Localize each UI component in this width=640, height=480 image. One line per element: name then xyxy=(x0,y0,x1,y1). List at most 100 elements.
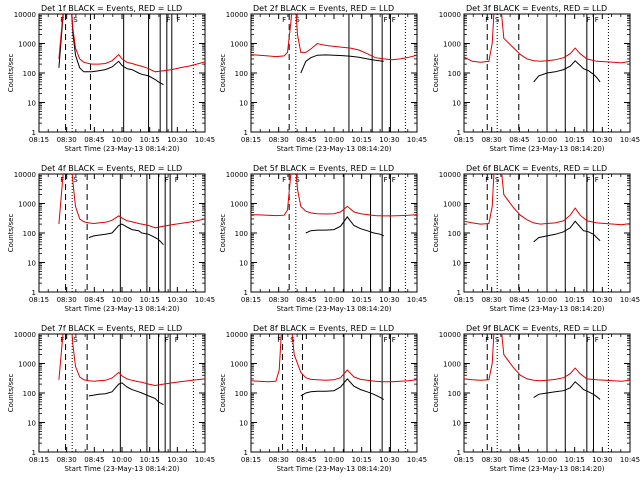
y-tick-label: 1 xyxy=(32,129,36,137)
x-tick-label: 08:15 xyxy=(454,296,474,304)
event-marker-label: S xyxy=(495,336,500,344)
panel-title: Det 3f BLACK = Events, RED = LLD xyxy=(466,4,607,13)
y-tick-label: 10 xyxy=(27,260,36,268)
x-tick-label: 10:45 xyxy=(620,456,640,464)
panel-title: Det 6f BLACK = Events, RED = LLD xyxy=(466,164,607,173)
event-marker-label: F xyxy=(175,336,179,344)
event-marker-label: S xyxy=(495,176,500,184)
x-tick-label: 08:15 xyxy=(241,456,261,464)
x-tick-label: 10:00 xyxy=(537,456,557,464)
x-tick-label: 08:15 xyxy=(454,136,474,144)
x-tick-label: 10:00 xyxy=(324,456,344,464)
x-tick-label: 10:15 xyxy=(352,456,372,464)
y-tick-label: 1 xyxy=(244,129,248,137)
x-axis-title: Start Time (23-May-13 08:14:20) xyxy=(64,465,179,473)
x-tick-label: 10:15 xyxy=(352,296,372,304)
x-tick-label: 10:30 xyxy=(592,296,612,304)
y-axis-title: Counts/sec xyxy=(432,214,440,253)
x-tick-label: 10:45 xyxy=(407,296,427,304)
x-tick-label: 08:15 xyxy=(241,296,261,304)
plot-frame xyxy=(38,13,206,133)
event-marker-label: F xyxy=(383,336,387,344)
events-series-line xyxy=(305,216,385,237)
plot-frame xyxy=(250,13,418,133)
y-tick-label: 1 xyxy=(244,289,248,297)
panel-det-9: Det 9f BLACK = Events, RED = LLD 1 10 100 10… xyxy=(432,324,640,473)
y-tick-label: 10 xyxy=(452,100,461,108)
y-tick-label: 1 xyxy=(32,449,36,457)
y-tick-label: 1000 xyxy=(230,41,248,49)
event-marker-label: F xyxy=(392,176,396,184)
y-tick-label: 1000 xyxy=(443,201,461,209)
x-tick-label: 10:45 xyxy=(407,136,427,144)
event-marker-label: F xyxy=(165,176,169,184)
lld-series-line xyxy=(464,334,630,382)
y-tick-label: 100 xyxy=(448,230,461,238)
event-marker-label: F xyxy=(282,16,286,24)
y-tick-label: 1000 xyxy=(230,201,248,209)
y-axis-title: Counts/sec xyxy=(7,374,15,413)
y-tick-label: 10000 xyxy=(226,171,248,179)
plot-frame xyxy=(250,173,418,293)
panel-det-3: Det 3f BLACK = Events, RED = LLD 1 10 100 10… xyxy=(432,4,640,153)
y-tick-label: 100 xyxy=(235,230,248,238)
lld-series-line xyxy=(464,174,630,226)
panel-det-8: Det 8f BLACK = Events, RED = LLD 1 10 100 10… xyxy=(219,324,427,473)
y-tick-label: 1000 xyxy=(443,361,461,369)
event-marker-label: F xyxy=(485,176,489,184)
x-tick-label: 10:00 xyxy=(324,136,344,144)
x-tick-label: 10:00 xyxy=(112,456,132,464)
x-tick-label: 08:30 xyxy=(57,136,77,144)
event-marker-label: F xyxy=(392,336,396,344)
events-series-line xyxy=(88,223,164,246)
events-series-line xyxy=(300,378,385,400)
event-marker-label: F xyxy=(586,336,590,344)
y-tick-label: 10 xyxy=(239,100,248,108)
y-axis-title: Counts/sec xyxy=(7,54,15,93)
x-tick-label: 10:45 xyxy=(620,296,640,304)
y-tick-label: 10 xyxy=(452,420,461,428)
x-tick-label: 08:45 xyxy=(84,136,104,144)
x-tick-label: 08:30 xyxy=(482,296,502,304)
x-tick-label: 10:30 xyxy=(592,456,612,464)
x-tick-label: 08:15 xyxy=(29,136,49,144)
y-axis-title: Counts/sec xyxy=(219,374,227,413)
y-axis-title: Counts/sec xyxy=(219,54,227,93)
y-tick-label: 1 xyxy=(457,449,461,457)
y-tick-label: 10000 xyxy=(226,331,248,339)
x-axis-title: Start Time (23-May-13 08:14:20) xyxy=(489,465,604,473)
panel-det-2: Det 2f BLACK = Events, RED = LLD 1 10 100 10… xyxy=(219,4,427,153)
x-tick-label: 10:15 xyxy=(140,456,160,464)
x-tick-label: 10:00 xyxy=(112,296,132,304)
y-tick-label: 1000 xyxy=(18,361,36,369)
y-tick-label: 1000 xyxy=(443,41,461,49)
x-tick-label: 10:30 xyxy=(592,136,612,144)
x-tick-label: 10:15 xyxy=(565,296,585,304)
plot-frame xyxy=(38,333,206,453)
x-axis-title: Start Time (23-May-13 08:14:20) xyxy=(276,305,391,313)
panel-title: Det 1f BLACK = Events, RED = LLD xyxy=(41,4,182,13)
x-tick-label: 10:00 xyxy=(537,296,557,304)
lld-series-line xyxy=(58,334,205,387)
x-tick-label: 10:30 xyxy=(167,456,187,464)
event-marker-label: S xyxy=(295,176,300,184)
x-tick-label: 10:15 xyxy=(352,136,372,144)
x-tick-label: 10:15 xyxy=(140,136,160,144)
events-series-line xyxy=(300,54,384,74)
event-marker-label: F xyxy=(175,176,179,184)
x-tick-label: 08:45 xyxy=(509,456,529,464)
panel-title: Det 5f BLACK = Events, RED = LLD xyxy=(253,164,394,173)
x-tick-label: 08:45 xyxy=(84,296,104,304)
event-marker-label: F xyxy=(586,176,590,184)
x-tick-label: 10:30 xyxy=(379,296,399,304)
y-tick-label: 1 xyxy=(32,289,36,297)
events-series-line xyxy=(533,220,601,243)
events-series-line xyxy=(58,14,164,86)
panel-title: Det 9f BLACK = Events, RED = LLD xyxy=(466,324,607,333)
panel-det-1: Det 1f BLACK = Events, RED = LLD 1 10 100 10… xyxy=(7,4,215,153)
event-marker-label: F xyxy=(176,16,180,24)
y-tick-label: 100 xyxy=(23,390,36,398)
event-marker-label: F xyxy=(383,176,387,184)
x-axis-title: Start Time (23-May-13 08:14:20) xyxy=(276,145,391,153)
